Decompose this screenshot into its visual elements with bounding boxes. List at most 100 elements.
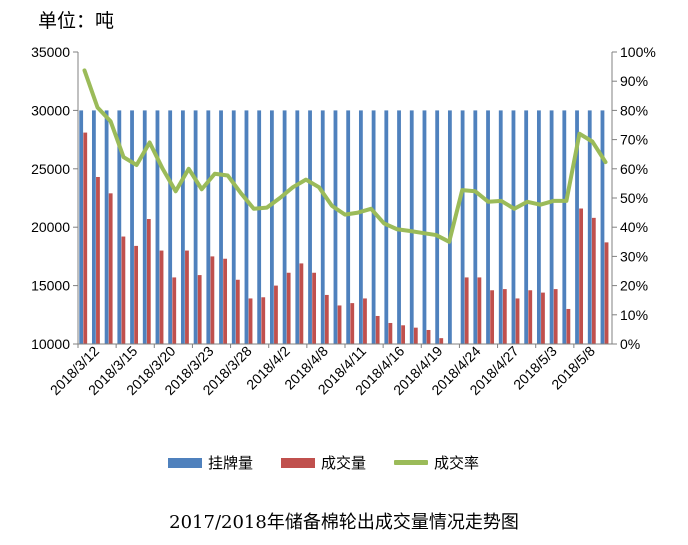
bar-listed bbox=[79, 110, 84, 345]
bar-deal bbox=[553, 289, 558, 344]
bar-deal bbox=[541, 292, 545, 344]
bar-deal bbox=[324, 294, 329, 344]
bar-listed bbox=[282, 110, 287, 345]
legend-swatch-deal bbox=[281, 457, 316, 468]
y-left-tick-label: 10000 bbox=[31, 336, 70, 352]
bar-listed bbox=[295, 110, 300, 345]
bar-listed bbox=[575, 110, 579, 345]
y-right-tick-label: 100% bbox=[620, 44, 656, 60]
bar-listed bbox=[142, 110, 147, 345]
legend-item-rate: 成交率 bbox=[394, 452, 479, 473]
bar-deal bbox=[96, 176, 100, 344]
bar-deal bbox=[388, 322, 393, 344]
legend: 挂牌量 成交量 成交率 bbox=[168, 452, 507, 473]
bar-deal bbox=[337, 305, 342, 344]
bar-deal bbox=[172, 277, 177, 344]
bar-listed bbox=[269, 110, 274, 345]
bar-listed bbox=[447, 110, 452, 345]
bar-listed bbox=[333, 110, 338, 345]
bar-deal bbox=[146, 219, 151, 344]
bar-deal bbox=[350, 303, 355, 344]
bar-deal bbox=[210, 256, 215, 344]
bar-listed bbox=[486, 110, 490, 345]
y-right-tick-label: 50% bbox=[620, 190, 648, 206]
bar-deal bbox=[185, 250, 189, 344]
bar-deal bbox=[375, 315, 380, 344]
bar-listed bbox=[397, 110, 401, 345]
bar-listed bbox=[536, 110, 541, 345]
bar-deal bbox=[108, 193, 113, 344]
bar-listed bbox=[371, 110, 376, 345]
bar-deal bbox=[83, 132, 88, 344]
bar-deal bbox=[477, 277, 482, 344]
chart-title: 2017/2018年储备棉轮出成交量情况走势图 bbox=[169, 512, 519, 533]
y-left-tick-label: 25000 bbox=[31, 161, 70, 177]
bar-listed bbox=[308, 110, 312, 345]
bar-listed bbox=[180, 110, 185, 345]
bar-listed bbox=[168, 110, 173, 345]
bar-listed bbox=[130, 110, 134, 345]
unit-label: 单位：吨 bbox=[38, 10, 115, 32]
bar-deal bbox=[401, 325, 406, 344]
bar-listed bbox=[155, 110, 160, 345]
y-right-tick-label: 60% bbox=[620, 161, 648, 177]
bar-listed bbox=[384, 110, 389, 345]
y-left-tick-label: 15000 bbox=[31, 278, 70, 294]
bar-listed bbox=[422, 110, 427, 345]
bar-deal bbox=[566, 308, 571, 344]
bar-deal bbox=[426, 329, 431, 344]
bar-deal bbox=[363, 298, 367, 344]
bar-listed bbox=[117, 110, 122, 345]
bar-deal bbox=[223, 258, 228, 344]
bar-listed bbox=[91, 110, 96, 345]
y-right-tick-label: 40% bbox=[620, 219, 648, 235]
bar-listed bbox=[473, 110, 478, 345]
bar-deal bbox=[248, 298, 253, 344]
bar-listed bbox=[257, 110, 262, 345]
bar-deal bbox=[464, 277, 469, 344]
bar-listed bbox=[346, 110, 351, 345]
bar-listed bbox=[511, 110, 516, 345]
y-right-tick-label: 20% bbox=[620, 278, 648, 294]
y-right-tick-label: 80% bbox=[620, 102, 648, 118]
bar-deal bbox=[286, 272, 291, 344]
y-left-tick-label: 20000 bbox=[31, 219, 70, 235]
bar-deal bbox=[502, 289, 507, 344]
bar-deal bbox=[490, 290, 495, 344]
y-right-tick-label: 0% bbox=[620, 336, 640, 352]
bar-listed bbox=[562, 110, 567, 345]
bar-listed bbox=[358, 110, 363, 345]
bar-listed bbox=[524, 110, 529, 345]
bar-deal bbox=[159, 250, 164, 344]
bar-deal bbox=[235, 279, 240, 344]
y-right-tick-label: 30% bbox=[620, 248, 648, 264]
legend-swatch-rate bbox=[394, 460, 429, 465]
bar-listed bbox=[231, 110, 236, 345]
line-deal-rate bbox=[82, 68, 608, 244]
bar-listed bbox=[498, 110, 503, 345]
bar-deal bbox=[197, 275, 202, 344]
legend-label-rate: 成交率 bbox=[434, 454, 480, 472]
bar-listed bbox=[600, 110, 605, 345]
bar-deal bbox=[261, 297, 266, 344]
y-left-tick-label: 30000 bbox=[31, 102, 70, 118]
bar-deal bbox=[121, 236, 126, 344]
bar-deal bbox=[439, 338, 444, 344]
bar-listed bbox=[320, 110, 325, 345]
bar-listed bbox=[206, 110, 211, 345]
bar-deal bbox=[413, 327, 418, 344]
bar-deal bbox=[579, 208, 584, 344]
bar-listed bbox=[587, 110, 592, 345]
y-right-tick-label: 90% bbox=[620, 73, 648, 89]
bar-deal bbox=[591, 217, 596, 344]
bar-listed bbox=[219, 110, 223, 345]
y-left-tick-label: 35000 bbox=[31, 44, 70, 60]
bar-listed bbox=[435, 110, 440, 345]
bar-listed bbox=[460, 110, 465, 345]
bar-deal bbox=[528, 290, 533, 344]
bar-deal bbox=[312, 272, 317, 344]
bar-listed bbox=[549, 110, 554, 345]
legend-label-listed: 挂牌量 bbox=[208, 454, 254, 472]
